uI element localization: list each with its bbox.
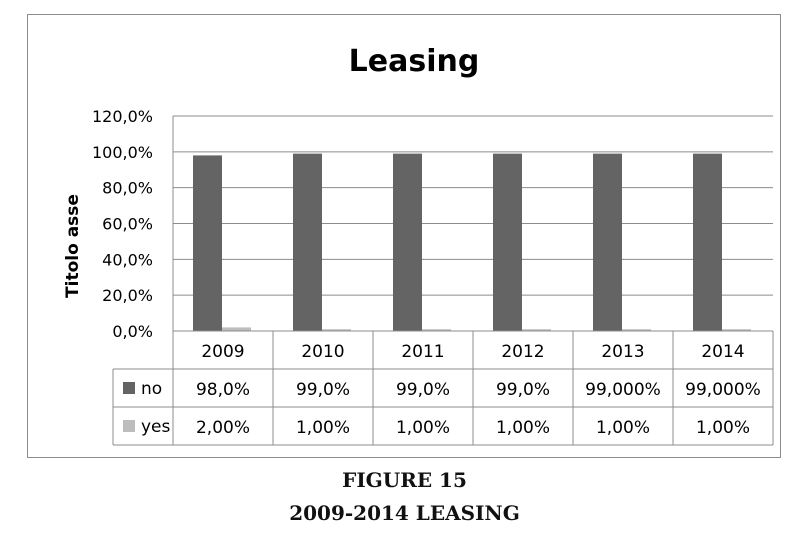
x-tick-label: 2012: [501, 342, 544, 362]
bar-no-2011: [393, 153, 422, 331]
y-tick-label: 0,0%: [112, 322, 153, 341]
x-tick-label: 2010: [301, 342, 344, 362]
y-tick-label: 120,0%: [92, 107, 153, 126]
bar-yes-2011: [422, 329, 451, 331]
y-axis-label: Titolo asse: [63, 194, 83, 298]
data-label-no: 99,0%: [296, 380, 350, 400]
bar-yes-2009: [222, 327, 251, 331]
x-tick-label: 2013: [601, 342, 644, 362]
bars: [193, 153, 751, 331]
bar-no-2010: [293, 153, 322, 331]
x-tick-label: 2009: [201, 342, 244, 362]
y-tick-labels: 0,0% 20,0% 40,0% 60,0% 80,0% 100,0% 120,0%: [92, 107, 153, 341]
chart: Leasing Titolo asse 0,0% 20,0% 40,0% 60,0% 8…: [63, 44, 774, 446]
legend-label-yes: yes: [141, 417, 171, 437]
y-tick-label: 80,0%: [102, 179, 153, 198]
data-label-yes: 1,00%: [496, 418, 550, 438]
y-tick-label: 60,0%: [102, 215, 153, 234]
y-tick-label: 100,0%: [92, 143, 153, 162]
data-label-no: 98,0%: [196, 380, 250, 400]
data-label-no: 99,000%: [585, 380, 661, 400]
data-label-no: 99,0%: [396, 380, 450, 400]
legend-swatch-yes: [123, 420, 135, 432]
bar-no-2014: [693, 153, 722, 331]
data-label-no: 99,0%: [496, 380, 550, 400]
x-tick-label: 2011: [401, 342, 444, 362]
y-tick-label: 20,0%: [102, 286, 153, 305]
data-label-no: 99,000%: [685, 380, 761, 400]
bar-yes-2014: [722, 329, 751, 331]
bar-yes-2010: [322, 329, 351, 331]
figure-title: 2009-2014 LEASING: [289, 501, 520, 525]
chart-frame: Leasing Titolo asse 0,0% 20,0% 40,0% 60,0% 8…: [27, 14, 781, 458]
data-table: 2009 2010 2011 2012 2013 2014 no 98,0% 99,0% 99,0…: [112, 330, 774, 446]
legend-label-no: no: [141, 379, 162, 399]
data-label-yes: 1,00%: [396, 418, 450, 438]
chart-title: Leasing: [349, 44, 480, 79]
grid-lines: [172, 115, 773, 332]
bar-no-2012: [493, 153, 522, 331]
data-label-yes: 1,00%: [596, 418, 650, 438]
data-label-yes: 1,00%: [296, 418, 350, 438]
x-tick-label: 2014: [701, 342, 744, 362]
legend-swatch-no: [123, 382, 135, 394]
bar-no-2013: [593, 153, 622, 331]
bar-yes-2012: [522, 329, 551, 331]
y-tick-label: 40,0%: [102, 250, 153, 269]
figure-number: FIGURE 15: [342, 468, 467, 492]
bar-no-2009: [193, 155, 222, 331]
data-label-yes: 2,00%: [196, 418, 250, 438]
bar-yes-2013: [622, 329, 651, 331]
data-label-yes: 1,00%: [696, 418, 750, 438]
